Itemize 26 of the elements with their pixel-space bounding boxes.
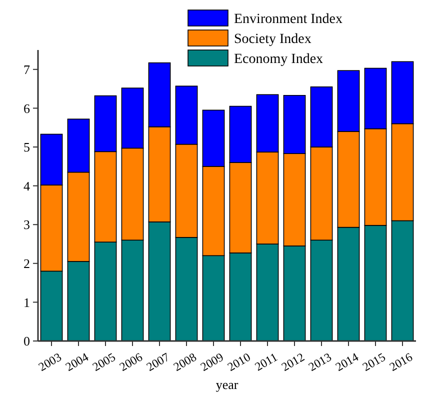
y-tick-label: 6: [24, 100, 30, 116]
x-tick-label: 2004: [63, 350, 91, 374]
x-axis-title: year: [216, 377, 239, 392]
y-tick-label: 7: [24, 62, 30, 77]
x-tick-label: 2003: [36, 350, 64, 374]
legend-label: Economy Index: [234, 52, 324, 67]
x-tick-label: 2009: [198, 350, 226, 374]
legend-label: Society Index: [234, 32, 312, 47]
x-tick-label: 2012: [279, 350, 307, 374]
x-tick-label: 2015: [360, 350, 388, 374]
y-tick-label: 5: [24, 140, 30, 155]
x-tick-label: 2007: [144, 350, 172, 374]
x-tick-label: 2005: [90, 350, 118, 374]
y-tick-label: 0: [24, 334, 30, 349]
y-tick-label: 2: [24, 256, 30, 271]
legend-label: Environment Index: [234, 12, 342, 27]
x-tick-label: 2011: [252, 350, 280, 374]
x-tick-label: 2010: [225, 350, 253, 374]
x-tick-label: 2016: [387, 350, 415, 374]
x-tick-label: 2013: [306, 350, 334, 374]
y-tick-label: 3: [24, 217, 30, 232]
y-tick-label: 1: [24, 294, 30, 310]
x-tick-label: 2006: [117, 350, 145, 374]
x-tick-label: 2008: [171, 350, 199, 374]
x-tick-label: 2014: [333, 350, 361, 374]
y-tick-label: 4: [24, 178, 30, 194]
